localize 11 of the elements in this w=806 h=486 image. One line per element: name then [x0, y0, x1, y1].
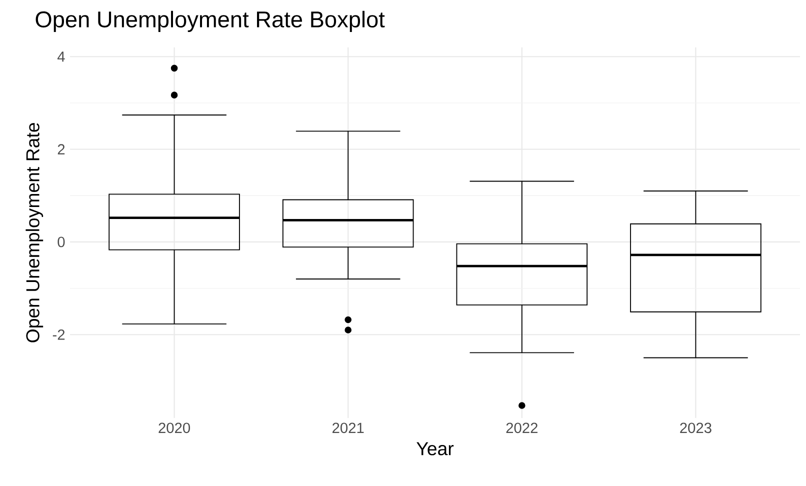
x-axis-title: Year [416, 442, 454, 456]
x-tick-label: 2023 [680, 422, 712, 434]
y-tick-label: 4 [57, 52, 65, 62]
y-tick-label: 2 [58, 144, 65, 154]
chart-title: Open Unemployment Rate Boxplot [36, 10, 385, 32]
y-tick-label: 0 [58, 236, 65, 248]
y-tick-label: -2 [52, 330, 65, 340]
y-axis-title: Open Unemployment Rate [26, 123, 44, 342]
x-tick-label: 2020 [158, 422, 190, 434]
x-tick-label: 2021 [332, 422, 364, 434]
x-tick-label: 2022 [506, 422, 538, 434]
